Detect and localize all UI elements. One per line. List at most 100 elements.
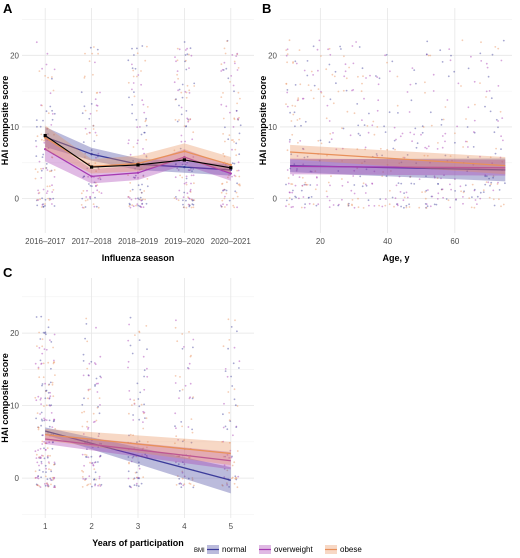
- data-point: [48, 397, 51, 400]
- data-point: [424, 197, 427, 200]
- data-point: [473, 131, 476, 134]
- data-point: [389, 70, 391, 73]
- data-point: [42, 434, 44, 437]
- data-point: [127, 339, 130, 342]
- data-point: [337, 204, 340, 207]
- data-point: [461, 39, 464, 42]
- data-point: [228, 174, 230, 177]
- data-point: [190, 182, 192, 185]
- data-point: [97, 405, 99, 408]
- data-point: [290, 206, 293, 209]
- data-point: [37, 426, 40, 429]
- data-point: [144, 198, 147, 201]
- data-point: [86, 439, 89, 442]
- data-point: [135, 118, 138, 121]
- data-point: [175, 435, 178, 438]
- data-point: [182, 484, 185, 487]
- data-point: [138, 440, 141, 443]
- data-point: [454, 178, 456, 181]
- data-point: [49, 405, 51, 407]
- data-point: [36, 484, 38, 486]
- data-point: [309, 184, 312, 186]
- data-point: [292, 62, 294, 64]
- data-point: [135, 204, 137, 207]
- data-point: [386, 148, 389, 151]
- data-point: [297, 141, 299, 144]
- data-point: [82, 433, 85, 435]
- data-point: [292, 61, 294, 63]
- data-point: [96, 104, 99, 107]
- data-point: [228, 411, 231, 414]
- data-point: [425, 53, 428, 56]
- data-point: [134, 67, 137, 70]
- data-point: [97, 152, 100, 155]
- data-point: [236, 52, 239, 55]
- data-point: [50, 341, 53, 343]
- data-point: [302, 97, 305, 100]
- data-point: [224, 368, 227, 370]
- data-point: [435, 203, 438, 206]
- data-point: [229, 420, 232, 422]
- data-point: [49, 381, 52, 384]
- data-point: [391, 60, 394, 63]
- data-point: [39, 198, 41, 201]
- data-point: [127, 81, 130, 84]
- data-point: [144, 417, 146, 419]
- data-point: [127, 59, 130, 62]
- data-point: [175, 98, 177, 101]
- data-point: [146, 446, 148, 449]
- data-point: [145, 119, 147, 122]
- data-point: [128, 202, 131, 205]
- data-point: [174, 98, 177, 101]
- data-point: [52, 395, 55, 398]
- fit-line-obese: [45, 433, 231, 455]
- data-point: [98, 442, 101, 445]
- data-point: [186, 53, 189, 56]
- data-point: [237, 169, 240, 172]
- data-point: [373, 133, 376, 136]
- data-point: [480, 60, 483, 62]
- data-point: [188, 397, 191, 400]
- data-point: [144, 453, 147, 456]
- data-point: [302, 196, 305, 198]
- data-point: [137, 485, 140, 487]
- data-point: [81, 469, 83, 472]
- data-point: [501, 160, 504, 163]
- data-point: [226, 39, 229, 42]
- data-point: [226, 203, 228, 206]
- data-point: [286, 149, 289, 152]
- data-point: [133, 402, 136, 405]
- data-point: [44, 449, 47, 451]
- data-point: [220, 205, 223, 208]
- data-point: [236, 486, 239, 489]
- data-point: [95, 184, 97, 187]
- data-point: [137, 476, 140, 479]
- data-point: [424, 91, 426, 94]
- data-point: [187, 203, 190, 206]
- data-point: [221, 68, 224, 71]
- data-point: [223, 197, 226, 200]
- data-point: [88, 117, 91, 120]
- data-point: [94, 420, 96, 423]
- data-point: [384, 54, 386, 57]
- data-point: [222, 203, 224, 206]
- data-point: [176, 455, 179, 457]
- data-point: [140, 133, 143, 136]
- data-point: [179, 482, 182, 485]
- data-point: [39, 398, 42, 401]
- data-point: [53, 205, 56, 207]
- legend-label-obese: obese: [340, 545, 362, 554]
- data-point: [191, 478, 194, 481]
- data-point: [381, 205, 384, 208]
- data-point: [129, 203, 131, 206]
- data-point: [42, 455, 44, 457]
- data-point: [49, 477, 52, 480]
- data-point: [341, 178, 343, 180]
- data-point: [430, 124, 433, 127]
- data-point: [131, 103, 134, 106]
- data-point: [344, 70, 347, 73]
- data-point: [233, 174, 236, 177]
- data-point: [145, 155, 148, 158]
- data-point: [47, 485, 50, 488]
- data-point: [299, 140, 302, 142]
